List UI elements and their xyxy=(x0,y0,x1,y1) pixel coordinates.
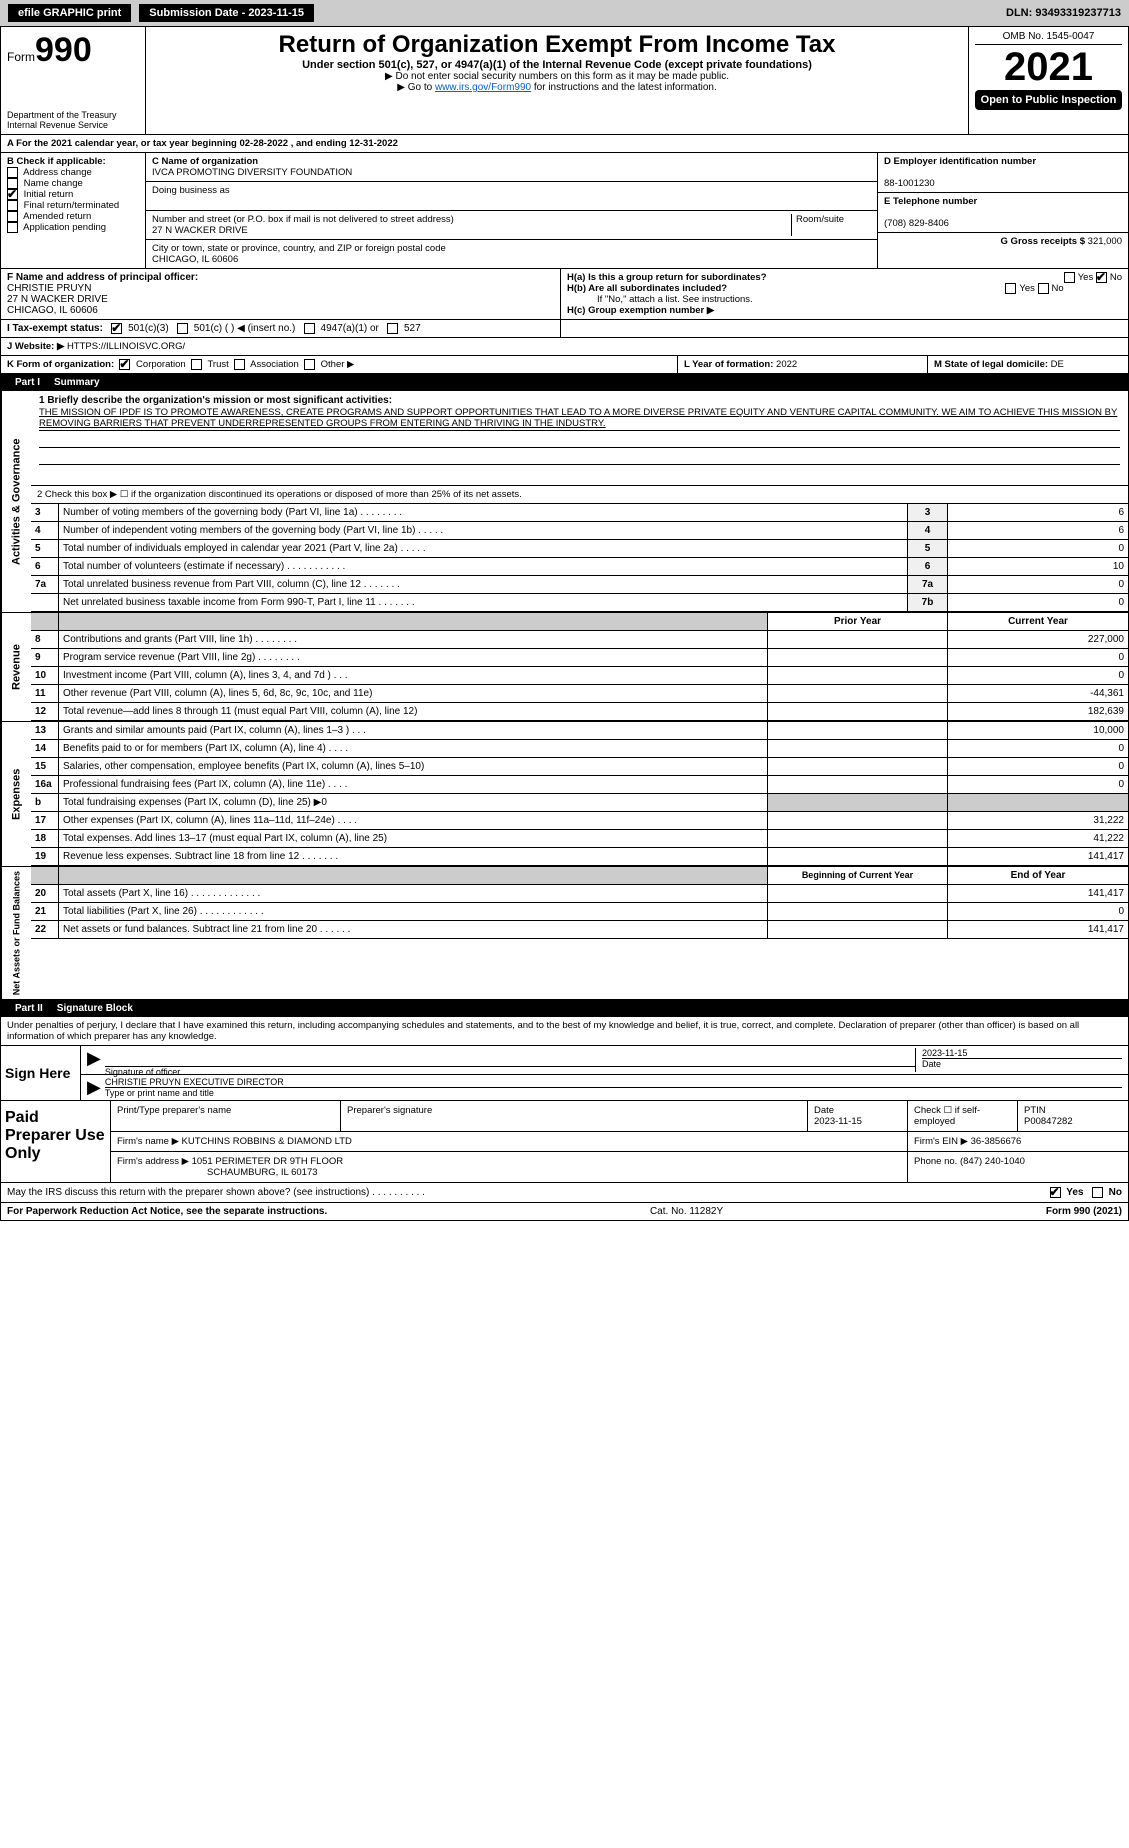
penalties-text: Under penalties of perjury, I declare th… xyxy=(1,1017,1128,1046)
website[interactable]: HTTPS://ILLINOISVC.ORG/ xyxy=(67,341,185,352)
dept-label: Department of the Treasury Internal Reve… xyxy=(7,110,139,130)
sign-date: 2023-11-15 xyxy=(922,1048,967,1058)
form-header: Form990 Department of the Treasury Inter… xyxy=(1,27,1128,135)
form-number: Form990 xyxy=(7,31,139,70)
form-990: Form990 Department of the Treasury Inter… xyxy=(0,26,1129,1221)
city: CHICAGO, IL 60606 xyxy=(152,254,238,265)
row-14: 14Benefits paid to or for members (Part … xyxy=(31,740,1128,758)
col-f: F Name and address of principal officer:… xyxy=(1,269,561,319)
row-19: 19Revenue less expenses. Subtract line 1… xyxy=(31,848,1128,866)
row-11: 11Other revenue (Part VIII, column (A), … xyxy=(31,685,1128,703)
org-name: IVCA PROMOTING DIVERSITY FOUNDATION xyxy=(152,167,352,178)
col-b: B Check if applicable: Address change Na… xyxy=(1,153,146,268)
sign-here-label: Sign Here xyxy=(1,1046,81,1100)
firm-name: KUTCHINS ROBBINS & DIAMOND LTD xyxy=(182,1136,352,1147)
note-link: ▶ Go to www.irs.gov/Form990 for instruct… xyxy=(152,82,962,93)
row-2: 2 Check this box ▶ ☐ if the organization… xyxy=(31,486,1128,504)
note-ssn: ▶ Do not enter social security numbers o… xyxy=(152,71,962,82)
officer-name: CHRISTIE PRUYN EXECUTIVE DIRECTOR xyxy=(105,1077,284,1087)
tab-revenue: Revenue xyxy=(1,613,31,721)
row-13: 13Grants and similar amounts paid (Part … xyxy=(31,722,1128,740)
col-c: C Name of organizationIVCA PROMOTING DIV… xyxy=(146,153,878,268)
gov-row-7a: 7aTotal unrelated business revenue from … xyxy=(31,576,1128,594)
ein: 88-1001230 xyxy=(884,178,935,189)
form-subtitle: Under section 501(c), 527, or 4947(a)(1)… xyxy=(152,59,962,71)
form-title: Return of Organization Exempt From Incom… xyxy=(152,31,962,59)
row-17: 17Other expenses (Part IX, column (A), l… xyxy=(31,812,1128,830)
tab-expenses: Expenses xyxy=(1,722,31,866)
phone: (708) 829-8406 xyxy=(884,218,949,229)
mission-block: 1 Briefly describe the organization's mi… xyxy=(31,391,1128,486)
row-21: 21Total liabilities (Part X, line 26) . … xyxy=(31,903,1128,921)
row-a: A For the 2021 calendar year, or tax yea… xyxy=(1,135,1128,153)
efile-badge: efile GRAPHIC print xyxy=(8,4,131,22)
omb-number: OMB No. 1545-0047 xyxy=(975,31,1122,45)
gov-row-7b: Net unrelated business taxable income fr… xyxy=(31,594,1128,612)
col-m: M State of legal domicile: DE xyxy=(928,356,1128,373)
col-headers: Prior Year Current Year xyxy=(31,613,1128,631)
row-15: 15Salaries, other compensation, employee… xyxy=(31,758,1128,776)
row-16a: 16aProfessional fundraising fees (Part I… xyxy=(31,776,1128,794)
street: 27 N WACKER DRIVE xyxy=(152,225,248,236)
row-i: I Tax-exempt status: 501(c)(3) 501(c) ( … xyxy=(1,320,1128,338)
gross-receipts: 321,000 xyxy=(1088,236,1122,247)
row-10: 10Investment income (Part VIII, column (… xyxy=(31,667,1128,685)
part1-header: Part I Summary xyxy=(1,374,1128,391)
sign-block: Sign Here ▶ Signature of officer 2023-11… xyxy=(1,1046,1128,1101)
row-12: 12Total revenue—add lines 8 through 11 (… xyxy=(31,703,1128,721)
gov-row-6: 6Total number of volunteers (estimate if… xyxy=(31,558,1128,576)
row-9: 9Program service revenue (Part VIII, lin… xyxy=(31,649,1128,667)
irs-link[interactable]: www.irs.gov/Form990 xyxy=(435,82,531,93)
tab-net-assets: Net Assets or Fund Balances xyxy=(1,867,31,999)
section-net-assets: Net Assets or Fund Balances Beginning of… xyxy=(1,867,1128,1000)
check-amended-return[interactable]: Amended return xyxy=(7,211,139,222)
section-revenue: Revenue Prior Year Current Year 8Contrib… xyxy=(1,613,1128,722)
submission-date: Submission Date - 2023-11-15 xyxy=(139,4,314,22)
page-footer: For Paperwork Reduction Act Notice, see … xyxy=(1,1202,1128,1220)
dln: DLN: 93493319237713 xyxy=(1006,7,1121,19)
part2-header: Part II Signature Block xyxy=(1,1000,1128,1017)
check-address-change[interactable]: Address change xyxy=(7,167,139,178)
col-headers-na: Beginning of Current Year End of Year xyxy=(31,867,1128,885)
col-k: K Form of organization: Corporation Trus… xyxy=(1,356,678,373)
row-b: bTotal fundraising expenses (Part IX, co… xyxy=(31,794,1128,812)
row-klm: K Form of organization: Corporation Trus… xyxy=(1,356,1128,374)
check-initial-return[interactable]: Initial return xyxy=(7,189,139,200)
paid-preparer-label: Paid Preparer Use Only xyxy=(1,1101,111,1182)
col-h: H(a) Is this a group return for subordin… xyxy=(561,269,1128,319)
row-22: 22Net assets or fund balances. Subtract … xyxy=(31,921,1128,939)
section-expenses: Expenses 13Grants and similar amounts pa… xyxy=(1,722,1128,867)
top-bar: efile GRAPHIC print Submission Date - 20… xyxy=(0,0,1129,26)
col-deg: D Employer identification number88-10012… xyxy=(878,153,1128,268)
check-final-return-terminated[interactable]: Final return/terminated xyxy=(7,200,139,211)
section-governance: Activities & Governance 1 Briefly descri… xyxy=(1,391,1128,613)
row-j: J Website: ▶ HTTPS://ILLINOISVC.ORG/ xyxy=(1,338,1128,356)
row-8: 8Contributions and grants (Part VIII, li… xyxy=(31,631,1128,649)
check-name-change[interactable]: Name change xyxy=(7,178,139,189)
row-fh: F Name and address of principal officer:… xyxy=(1,269,1128,320)
col-l: L Year of formation: 2022 xyxy=(678,356,928,373)
row-20: 20Total assets (Part X, line 16) . . . .… xyxy=(31,885,1128,903)
tax-year: 2021 xyxy=(975,45,1122,90)
gov-row-5: 5Total number of individuals employed in… xyxy=(31,540,1128,558)
open-public: Open to Public Inspection xyxy=(975,90,1122,110)
gov-row-3: 3Number of voting members of the governi… xyxy=(31,504,1128,522)
block-bcd: B Check if applicable: Address change Na… xyxy=(1,153,1128,269)
tab-governance: Activities & Governance xyxy=(1,391,31,612)
check-application-pending[interactable]: Application pending xyxy=(7,222,139,233)
mission-text: THE MISSION OF IPDF IS TO PROMOTE AWAREN… xyxy=(39,406,1120,431)
discuss-row: May the IRS discuss this return with the… xyxy=(1,1182,1128,1202)
row-18: 18Total expenses. Add lines 13–17 (must … xyxy=(31,830,1128,848)
preparer-block: Paid Preparer Use Only Print/Type prepar… xyxy=(1,1101,1128,1182)
gov-row-4: 4Number of independent voting members of… xyxy=(31,522,1128,540)
